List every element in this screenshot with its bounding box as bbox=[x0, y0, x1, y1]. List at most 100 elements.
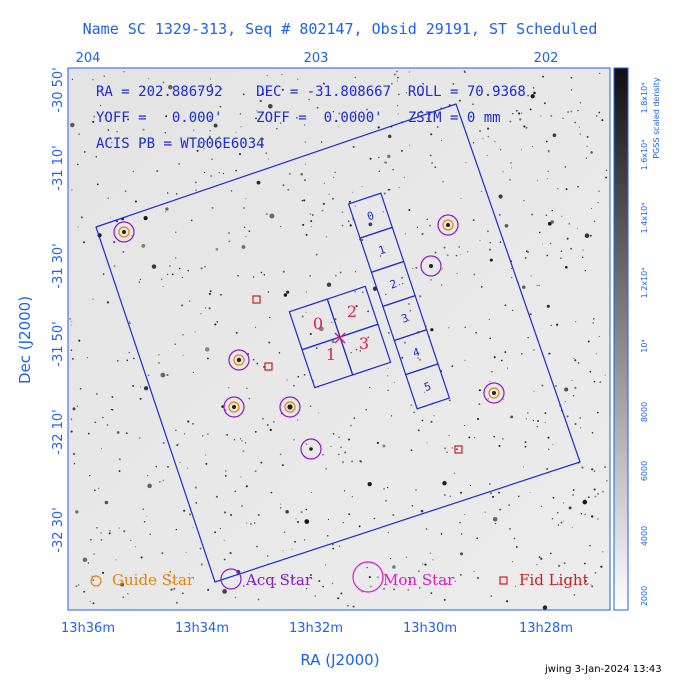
background-star bbox=[453, 472, 456, 475]
legend-acq-label: Acq Star bbox=[245, 571, 313, 589]
background-star bbox=[420, 509, 424, 513]
background-star bbox=[491, 371, 493, 373]
background-star bbox=[368, 222, 373, 227]
background-star bbox=[577, 362, 580, 364]
background-star bbox=[590, 584, 592, 586]
background-star bbox=[515, 585, 517, 587]
background-star bbox=[397, 113, 399, 115]
background-star bbox=[417, 570, 420, 572]
background-star bbox=[542, 605, 548, 610]
background-star bbox=[175, 429, 177, 432]
acis-i-chip-label: 2 bbox=[347, 302, 357, 321]
background-star bbox=[489, 381, 491, 383]
background-star bbox=[72, 452, 76, 456]
background-star bbox=[147, 374, 150, 377]
background-star bbox=[403, 341, 406, 344]
acis-s-chip-label: 1 bbox=[377, 243, 387, 257]
background-star bbox=[295, 518, 297, 520]
background-star bbox=[147, 474, 149, 477]
background-star bbox=[538, 231, 541, 234]
background-star bbox=[99, 104, 102, 107]
background-star bbox=[95, 392, 98, 395]
background-star bbox=[162, 81, 165, 84]
background-star bbox=[550, 114, 553, 117]
background-star bbox=[510, 162, 512, 164]
background-star bbox=[506, 600, 509, 603]
background-star bbox=[442, 481, 447, 486]
pointing-line-1: RA = 202.886792 DEC = -31.808667 ROLL = … bbox=[96, 84, 526, 100]
background-star bbox=[482, 138, 484, 140]
background-star bbox=[215, 142, 217, 144]
background-star bbox=[413, 411, 415, 413]
background-star bbox=[367, 336, 370, 339]
background-star bbox=[322, 82, 325, 85]
background-star bbox=[531, 213, 534, 216]
background-star bbox=[190, 137, 193, 140]
background-star bbox=[570, 247, 573, 250]
background-star bbox=[207, 357, 209, 360]
background-star bbox=[127, 592, 129, 595]
background-star bbox=[469, 484, 472, 487]
background-star bbox=[173, 587, 176, 590]
red-square-icon bbox=[499, 576, 508, 585]
colorbar-tick-label: 1.4x10⁴ bbox=[640, 203, 649, 234]
background-star bbox=[325, 467, 328, 470]
background-star bbox=[323, 182, 325, 184]
background-star bbox=[602, 490, 604, 493]
background-star bbox=[509, 120, 512, 123]
background-star bbox=[408, 319, 410, 322]
background-star bbox=[225, 409, 227, 411]
background-star bbox=[160, 372, 166, 378]
background-star bbox=[106, 424, 109, 426]
background-star bbox=[486, 154, 488, 157]
background-star bbox=[297, 78, 299, 80]
background-star bbox=[565, 188, 568, 191]
background-star bbox=[488, 318, 490, 321]
background-star bbox=[493, 435, 495, 438]
background-star bbox=[510, 167, 513, 169]
background-star bbox=[479, 240, 481, 242]
background-star bbox=[161, 552, 164, 555]
background-star bbox=[536, 425, 539, 428]
background-star bbox=[187, 467, 189, 469]
background-star bbox=[595, 115, 598, 117]
background-star bbox=[563, 562, 566, 565]
background-star bbox=[280, 225, 282, 228]
background-star bbox=[581, 466, 584, 469]
background-star bbox=[430, 328, 434, 332]
legend-guide-label: Guide Star bbox=[112, 571, 195, 589]
background-star bbox=[410, 404, 413, 407]
background-star bbox=[387, 331, 390, 334]
background-star bbox=[440, 533, 443, 535]
background-star bbox=[281, 73, 283, 76]
background-star bbox=[401, 356, 404, 359]
background-star bbox=[473, 437, 475, 439]
background-star bbox=[226, 433, 229, 436]
background-star bbox=[604, 374, 606, 376]
background-star bbox=[347, 220, 350, 222]
acis-s-chip-label: 3 bbox=[400, 311, 410, 325]
background-star bbox=[260, 143, 263, 146]
background-star bbox=[361, 185, 363, 188]
acis-i-chip-label: 0 bbox=[313, 314, 323, 333]
background-star bbox=[504, 351, 507, 354]
background-star bbox=[560, 521, 563, 524]
background-star bbox=[327, 518, 330, 521]
bottom-tick-label: 13h32m bbox=[289, 621, 343, 636]
background-star bbox=[407, 588, 410, 591]
guide-star-marker bbox=[228, 401, 240, 413]
background-star bbox=[283, 531, 286, 534]
background-star bbox=[192, 422, 194, 425]
background-star bbox=[378, 156, 380, 159]
background-star bbox=[419, 295, 422, 298]
background-star bbox=[597, 518, 599, 520]
background-star bbox=[561, 215, 563, 217]
background-star bbox=[256, 362, 259, 365]
background-star bbox=[427, 117, 430, 120]
acq-star-marker bbox=[228, 349, 250, 371]
background-star bbox=[213, 123, 218, 128]
background-star bbox=[92, 298, 94, 300]
background-star bbox=[409, 144, 411, 146]
background-star bbox=[176, 444, 179, 446]
left-tick-label: -32 30' bbox=[51, 507, 66, 552]
